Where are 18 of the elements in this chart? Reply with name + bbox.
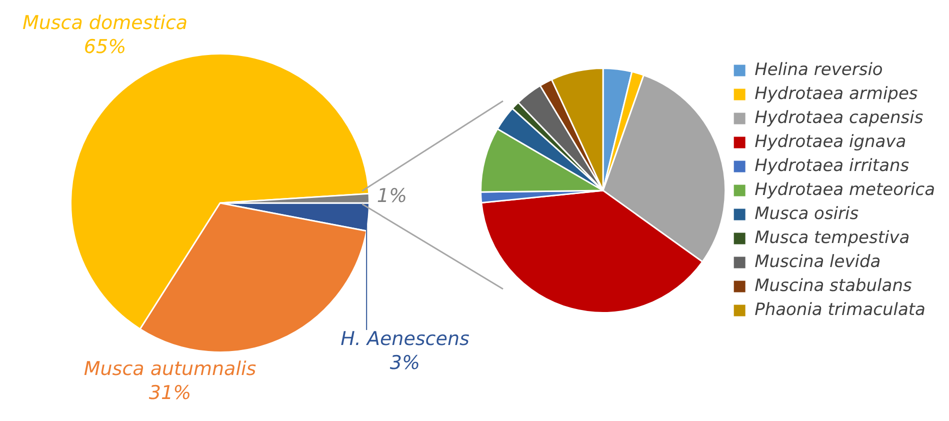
- legend-label: Phaonia trimaculata: [754, 300, 926, 320]
- data-label: 1%: [376, 184, 408, 207]
- legend-label: Musca tempestiva: [754, 228, 910, 248]
- legend-label: Hydrotaea capensis: [754, 108, 924, 128]
- slice-label: Musca autumnalis: [84, 358, 256, 380]
- slice-label: H. Aenescens: [340, 328, 470, 350]
- legend-label: Hydrotaea armipes: [754, 84, 918, 104]
- legend-label: Hydrotaea ignava: [754, 132, 906, 152]
- slice-label: Musca domestica: [22, 12, 188, 34]
- legend-label: Hydrotaea meteorica: [754, 180, 936, 200]
- data-label: 3%: [390, 352, 420, 374]
- legend-label: Musca osiris: [754, 204, 859, 224]
- legend-label: Hydrotaea irritans: [754, 156, 910, 176]
- data-label: 31%: [148, 382, 192, 404]
- data-label: 65%: [84, 36, 126, 58]
- legend-label: Muscina stabulans: [754, 276, 912, 296]
- legend-label: Helina reversio: [754, 60, 883, 80]
- legend-label: Muscina levida: [754, 252, 881, 272]
